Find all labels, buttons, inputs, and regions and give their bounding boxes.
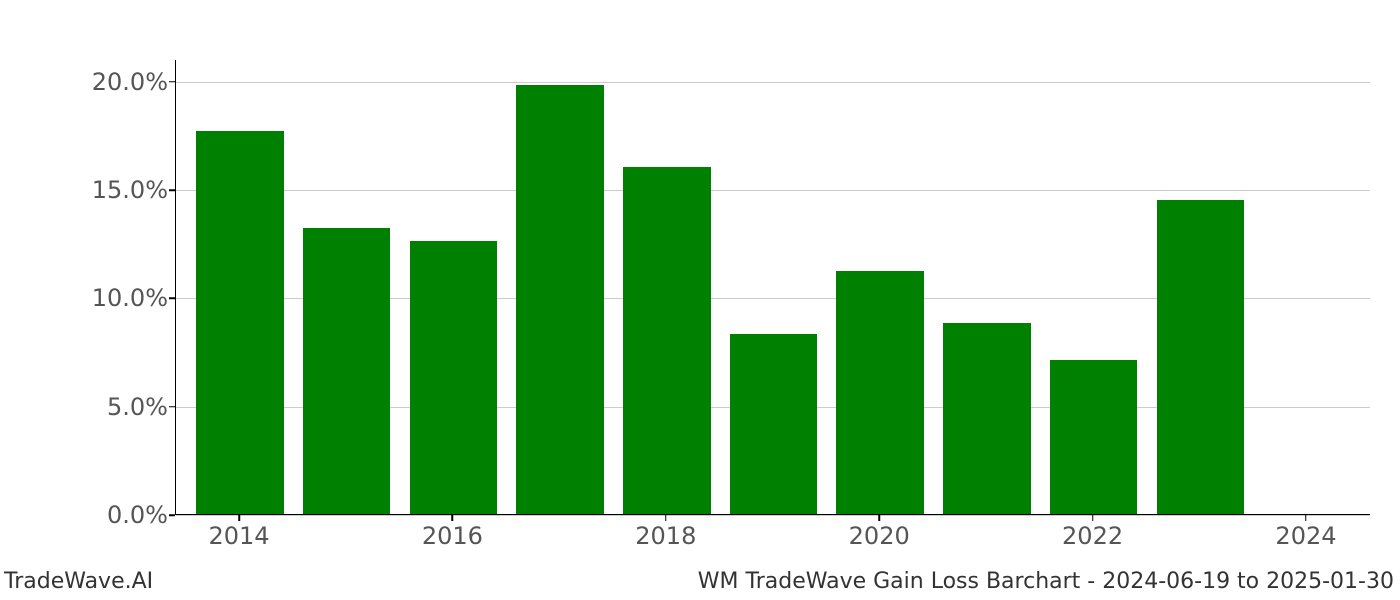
gridline [176, 515, 1370, 516]
y-axis-tick-label: 20.0% [92, 68, 168, 96]
y-axis-tick-mark [169, 406, 175, 408]
footer-left-text: TradeWave.AI [4, 569, 153, 594]
chart-plot-area [175, 60, 1370, 515]
x-axis-tick-mark [878, 515, 880, 521]
bar [196, 131, 283, 515]
x-axis-tick-mark [1092, 515, 1094, 521]
footer-right-text: WM TradeWave Gain Loss Barchart - 2024-0… [698, 569, 1394, 594]
bar [516, 85, 603, 514]
y-axis-tick-label: 0.0% [107, 501, 168, 529]
y-axis-tick-mark [169, 298, 175, 300]
x-axis-tick-mark [665, 515, 667, 521]
gridline [176, 190, 1370, 191]
bar [730, 334, 817, 514]
bar [943, 323, 1030, 514]
x-axis-tick-label: 2024 [1275, 522, 1336, 550]
x-axis-tick-label: 2014 [208, 522, 269, 550]
x-axis-tick-mark [238, 515, 240, 521]
x-axis-tick-label: 2020 [849, 522, 910, 550]
x-axis-tick-label: 2022 [1062, 522, 1123, 550]
bar [623, 167, 710, 514]
bar [836, 271, 923, 514]
x-axis-tick-label: 2018 [635, 522, 696, 550]
bar [1157, 200, 1244, 514]
x-axis-tick-mark [452, 515, 454, 521]
y-axis-tick-mark [169, 514, 175, 516]
x-axis-tick-label: 2016 [422, 522, 483, 550]
y-axis-tick-label: 10.0% [92, 284, 168, 312]
y-axis-tick-mark [169, 81, 175, 83]
y-axis-tick-label: 5.0% [107, 393, 168, 421]
y-axis-tick-label: 15.0% [92, 176, 168, 204]
plot-frame [175, 60, 1370, 515]
bar [303, 228, 390, 514]
y-axis-tick-mark [169, 189, 175, 191]
gridline [176, 82, 1370, 83]
bar [410, 241, 497, 514]
x-axis-tick-mark [1305, 515, 1307, 521]
bar [1050, 360, 1137, 514]
